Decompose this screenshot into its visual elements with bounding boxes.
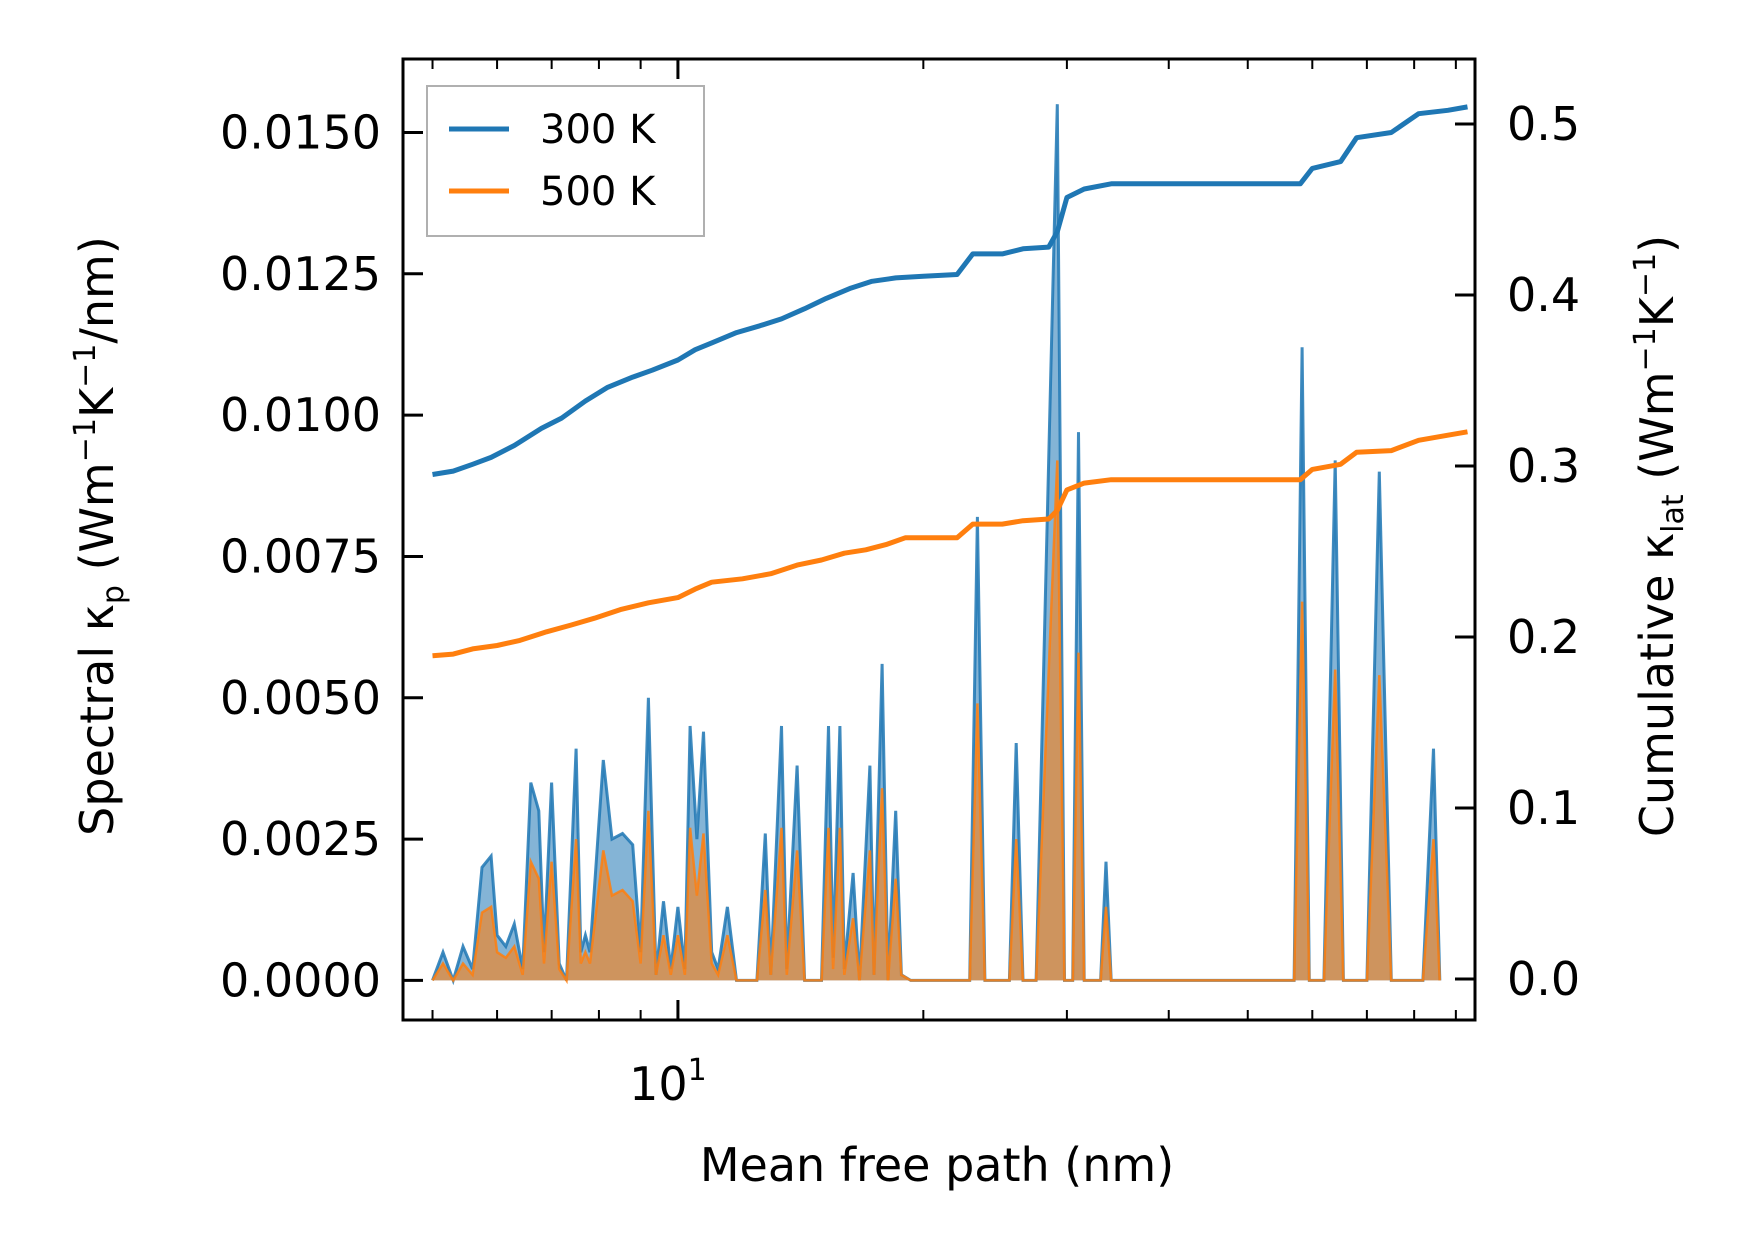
y-tick-label-left: 0.0050 <box>220 671 381 725</box>
cumulative-line-300k <box>432 104 1468 477</box>
spectral-area-500k <box>432 460 1440 981</box>
y-tick-label-left: 0.0025 <box>220 812 381 866</box>
y-tick-label-right: 0.5 <box>1507 97 1580 151</box>
y-tick-label-right: 0.4 <box>1507 268 1580 322</box>
plot-frame <box>401 57 1477 1022</box>
y-tick-label-right: 0.3 <box>1507 439 1580 493</box>
legend-label-300k: 300 K <box>540 107 657 153</box>
y-axis-title-left: Spectral κp (Wm−1K−1/nm) <box>68 236 131 836</box>
y-tick-label-left: 0.0150 <box>220 105 381 159</box>
ticks-layer: 0.00000.00250.00500.00750.01000.01250.01… <box>220 59 1580 1111</box>
legend: 300 K 500 K <box>426 85 705 237</box>
x-tick-label: 101 <box>629 1053 707 1111</box>
cumulative-layer <box>432 104 1468 659</box>
y-axis-title-right: Cumulative κlat (Wm−1K−1) <box>1628 235 1691 837</box>
y-tick-label-left: 0.0075 <box>220 529 381 583</box>
legend-box <box>426 85 705 237</box>
y-tick-label-left: 0.0000 <box>220 953 381 1007</box>
y-tick-label-left: 0.0125 <box>220 247 381 301</box>
y-tick-label-right: 0.2 <box>1507 610 1580 664</box>
legend-label-500k: 500 K <box>540 169 657 215</box>
y-tick-label-right: 0.0 <box>1507 952 1580 1006</box>
spectral-layer <box>431 104 1442 986</box>
cumulative-line-500k <box>432 429 1468 659</box>
x-axis-title: Mean free path (nm) <box>700 1138 1174 1192</box>
spectral-line-500k <box>431 460 1442 985</box>
y-tick-label-left: 0.0100 <box>220 388 381 442</box>
y-tick-label-right: 0.1 <box>1507 781 1580 835</box>
